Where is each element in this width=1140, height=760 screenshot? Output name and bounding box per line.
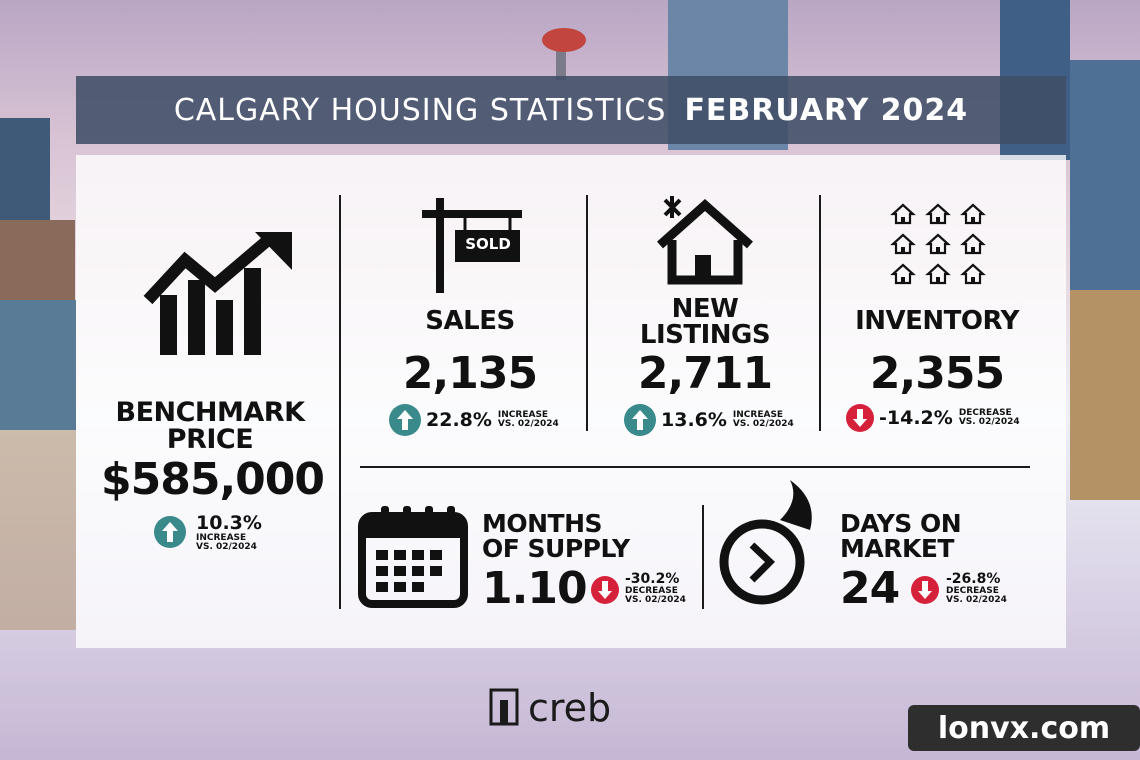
separator	[339, 195, 341, 609]
label-line: DAYS ON	[840, 509, 962, 538]
change-direction: DECREASE	[958, 407, 1012, 418]
label-line: PRICE	[166, 424, 254, 455]
stat-value: 24	[840, 563, 900, 614]
stat-value: 2,135	[402, 348, 538, 399]
change-percent: -14.2%	[879, 407, 953, 429]
change-direction: INCREASE	[732, 409, 784, 420]
increase-arrow	[389, 404, 421, 436]
change-percent: 13.6%	[661, 409, 727, 431]
stat-label: BENCHMARK PRICE	[80, 399, 340, 453]
separator	[702, 505, 704, 609]
stat-label: NEW LISTINGS	[615, 296, 795, 348]
label-line: INVENTORY	[855, 306, 1019, 336]
change-direction: INCREASE	[196, 533, 247, 543]
label-line: MARKET	[840, 534, 954, 563]
growth-chart-icon	[143, 232, 292, 355]
stat-change: 22.8% INCREASE VS. 02/2024	[426, 409, 559, 431]
stat-change: 10.3% INCREASE VS. 02/2024	[196, 512, 262, 553]
sold-sign-text: SOLD	[465, 235, 511, 253]
change-direction: INCREASE	[497, 409, 549, 420]
stat-change: 13.6% INCREASE VS. 02/2024	[661, 409, 794, 431]
change-direction: DECREASE	[946, 585, 999, 596]
stat-value: 2,711	[637, 348, 773, 399]
sold-sign-icon	[422, 198, 522, 293]
stat-label: SALES	[380, 308, 560, 334]
watermark: lonvx.com	[908, 705, 1140, 751]
separator	[586, 195, 588, 431]
houses-icon	[891, 203, 985, 285]
fast-clock-icon	[719, 480, 812, 605]
change-comparison: VS. 02/2024	[196, 542, 257, 553]
change-comparison: VS. 02/2024	[732, 419, 794, 429]
increase-arrow	[154, 516, 186, 548]
stat-label: DAYS ON MARKET	[840, 509, 962, 563]
change-percent: 10.3%	[196, 512, 262, 534]
stat-label: MONTHS OF SUPPLY	[482, 511, 630, 561]
stat-change: -14.2% DECREASE VS. 02/2024	[879, 407, 1020, 429]
stat-change: -30.2% DECREASE VS. 02/2024	[625, 572, 686, 606]
separator	[819, 195, 821, 431]
label-line: SALES	[425, 306, 515, 336]
calendar-icon	[358, 506, 468, 608]
stat-value: $585,000	[100, 454, 325, 505]
label-line: OF SUPPLY	[482, 534, 630, 563]
decrease-arrow	[911, 576, 939, 604]
change-percent: -30.2%	[625, 571, 680, 587]
change-comparison: VS. 02/2024	[497, 419, 559, 429]
label-line: LISTINGS	[639, 320, 771, 350]
logo: creb	[488, 686, 611, 730]
change-comparison: VS. 02/2024	[625, 595, 686, 606]
stat-value: 1.10	[482, 563, 588, 614]
stat-value: 2,355	[869, 348, 1005, 399]
increase-arrow	[624, 404, 656, 436]
logo-text: creb	[528, 686, 612, 730]
change-comparison: VS. 02/2024	[958, 417, 1020, 427]
creb-logo-mark	[489, 688, 519, 726]
separator	[360, 466, 1030, 468]
decrease-arrow	[591, 576, 619, 604]
stat-label: INVENTORY	[837, 308, 1037, 334]
stat-change: -26.8% DECREASE VS. 02/2024	[946, 572, 1007, 606]
header-period: FEBRUARY 2024	[684, 92, 969, 128]
change-comparison: VS. 02/2024	[946, 595, 1007, 606]
change-direction: DECREASE	[625, 585, 678, 596]
header-bar: CALGARY HOUSING STATISTICS FEBRUARY 2024	[76, 76, 1066, 144]
decrease-arrow	[846, 404, 874, 432]
label-line: MONTHS	[482, 509, 603, 538]
change-percent: 22.8%	[426, 409, 492, 431]
change-percent: -26.8%	[946, 571, 1001, 587]
header-title: CALGARY HOUSING STATISTICS	[173, 92, 667, 128]
label-line: NEW	[671, 294, 739, 324]
label-line: BENCHMARK	[115, 397, 305, 428]
new-house-icon	[657, 196, 753, 285]
